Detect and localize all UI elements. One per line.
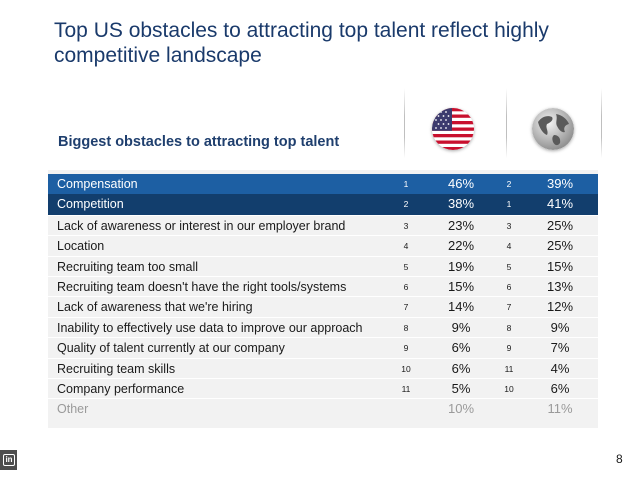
- table-row: Recruiting team too small 5 19% 5 15%: [48, 255, 598, 276]
- column-divider: [506, 88, 507, 158]
- table-heading: Biggest obstacles to attracting top tale…: [58, 134, 340, 150]
- us-percentage: 14%: [447, 299, 475, 315]
- row-label: Lack of awareness or interest in our emp…: [57, 218, 346, 233]
- us-percentage: 22%: [447, 238, 475, 254]
- global-rank: 6: [506, 282, 512, 292]
- us-rank: 9: [403, 343, 409, 354]
- us-percentage: 19%: [447, 258, 475, 274]
- us-rank: 7: [403, 302, 409, 313]
- table-row: Quality of talent currently at our compa…: [48, 337, 598, 357]
- global-rank: 1: [506, 199, 512, 210]
- global-rank: 8: [506, 322, 512, 333]
- us-percentage: 9%: [451, 319, 471, 335]
- row-label: Competition: [57, 197, 124, 212]
- table-row: Lack of awareness that we're hiring 7 14% 7…: [48, 296, 598, 316]
- us-rank: 4: [403, 241, 409, 252]
- row-label: Company performance: [57, 382, 185, 396]
- us-percentage: 38%: [447, 196, 475, 212]
- global-rank: 10: [504, 384, 514, 394]
- global-percentage: 7%: [550, 340, 570, 356]
- global-percentage: 41%: [546, 196, 574, 212]
- global-rank: [499, 399, 519, 419]
- us-percentage: 23%: [447, 217, 475, 233]
- row-label: Other: [57, 402, 89, 417]
- row-label: Inability to effectively use data to imp…: [57, 320, 363, 335]
- global-rank: 2: [506, 179, 512, 189]
- obstacles-table: Compensation 1 46% 2 39% Competition 2 38% 1 41% L…: [48, 170, 598, 428]
- table-row: Lack of awareness or interest in our emp…: [48, 214, 598, 235]
- global-percentage: 9%: [550, 319, 570, 335]
- slide-title: Top US obstacles to attracting top talen…: [54, 19, 549, 67]
- us-flag-icon: [432, 108, 474, 150]
- table-row: Recruiting team skills 10 6% 11 4%: [48, 357, 598, 378]
- global-percentage: 11%: [547, 401, 573, 417]
- global-percentage: 39%: [546, 176, 574, 191]
- us-rank: 11: [401, 384, 411, 394]
- global-percentage: 25%: [546, 238, 574, 254]
- row-label: Recruiting team too small: [57, 259, 199, 274]
- us-rank: 5: [403, 261, 409, 272]
- page-number: 8: [616, 452, 623, 466]
- table-row: Location 4 22% 4 25%: [48, 235, 598, 255]
- us-rank: 3: [403, 220, 409, 231]
- table-row: Competition 2 38% 1 41%: [48, 194, 598, 215]
- us-percentage: 46%: [447, 176, 475, 191]
- us-percentage: 5%: [451, 381, 471, 396]
- global-percentage: 6%: [550, 381, 570, 396]
- global-rank: 7: [506, 302, 512, 313]
- table-row: Recruiting team doesn't have the right t…: [48, 276, 598, 296]
- us-rank: 6: [403, 282, 409, 292]
- row-label: Compensation: [57, 177, 138, 191]
- global-percentage: 25%: [546, 217, 574, 233]
- table-row: Inability to effectively use data to imp…: [48, 316, 598, 337]
- row-label: Lack of awareness that we're hiring: [57, 300, 253, 315]
- us-percentage: 15%: [447, 279, 475, 294]
- column-divider: [404, 88, 405, 158]
- us-rank: 10: [401, 363, 411, 374]
- global-percentage: 12%: [546, 299, 574, 315]
- us-rank: 8: [403, 322, 409, 333]
- row-label: Recruiting team skills: [57, 361, 176, 376]
- table-row: Compensation 1 46% 2 39%: [48, 174, 598, 195]
- global-percentage: 4%: [550, 360, 570, 376]
- global-rank: 11: [504, 363, 514, 374]
- us-percentage: 10%: [447, 401, 475, 417]
- globe-icon: [532, 108, 574, 150]
- global-rank: 3: [506, 220, 512, 231]
- global-percentage: 13%: [546, 279, 574, 294]
- table-row: Company performance 11 5% 10 6%: [48, 378, 598, 398]
- us-rank: 1: [403, 179, 409, 189]
- us-rank: 2: [403, 199, 409, 210]
- row-label: Location: [57, 239, 105, 254]
- linkedin-icon: in: [0, 450, 17, 470]
- row-label: Recruiting team doesn't have the right t…: [57, 280, 347, 294]
- us-percentage: 6%: [451, 360, 471, 376]
- global-percentage: 15%: [546, 258, 574, 274]
- global-rank: 9: [506, 343, 512, 354]
- column-divider: [601, 88, 602, 158]
- us-rank: [396, 399, 416, 419]
- table-row: Other 10% 11%: [48, 398, 598, 418]
- row-label: Quality of talent currently at our compa…: [57, 341, 285, 356]
- global-rank: 5: [506, 261, 512, 272]
- global-rank: 4: [506, 241, 512, 252]
- us-percentage: 6%: [451, 340, 471, 356]
